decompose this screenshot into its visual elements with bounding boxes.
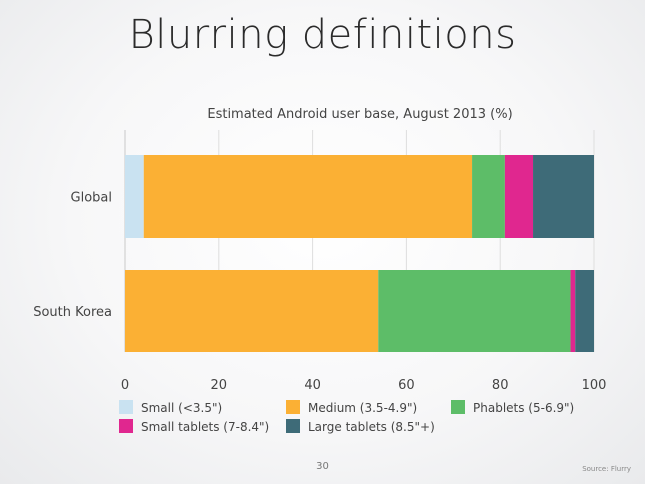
- chart-title: Estimated Android user base, August 2013…: [207, 107, 512, 122]
- category-label: Global: [71, 191, 112, 206]
- legend-swatch: [286, 419, 300, 433]
- bars: [125, 155, 594, 352]
- legend-label: Small (<3.5"): [141, 401, 222, 415]
- category-label: South Korea: [33, 305, 112, 320]
- legend-label: Large tablets (8.5"+): [308, 420, 435, 434]
- legend-item: Phablets (5-6.9"): [451, 400, 574, 415]
- bar-segment: [570, 270, 576, 352]
- legend-item: Small (<3.5"): [119, 400, 222, 415]
- category-labels: Global South Korea: [33, 191, 112, 321]
- legend-swatch: [451, 400, 465, 414]
- x-axis-ticks: 0 20 40 60 80 100: [121, 378, 607, 393]
- legend-item: Small tablets (7-8.4"): [119, 419, 269, 434]
- legend-swatch: [119, 419, 133, 433]
- legend-swatch: [286, 400, 300, 414]
- bar-segment: [125, 155, 144, 238]
- bar-segment: [533, 155, 594, 238]
- legend-swatch: [119, 400, 133, 414]
- x-tick-label: 20: [211, 378, 228, 393]
- legend: Small (<3.5") Medium (3.5-4.9") Phablets (…: [119, 400, 574, 434]
- x-tick-label: 40: [304, 378, 321, 393]
- slide-title: Blurring definitions: [128, 12, 517, 58]
- legend-item: Medium (3.5-4.9"): [286, 400, 417, 415]
- x-tick-label: 80: [492, 378, 509, 393]
- x-tick-label: 60: [398, 378, 415, 393]
- bar-segment: [504, 155, 534, 238]
- page-number: 30: [316, 461, 329, 472]
- legend-label: Medium (3.5-4.9"): [308, 401, 417, 415]
- bar-segment: [143, 155, 473, 238]
- x-tick-label: 0: [121, 378, 129, 393]
- bar-segment: [575, 270, 594, 352]
- x-tick-label: 100: [582, 378, 607, 393]
- bar-segment: [378, 270, 571, 352]
- legend-label: Phablets (5-6.9"): [473, 401, 574, 415]
- legend-item: Large tablets (8.5"+): [286, 419, 435, 434]
- source-note: Source: Flurry: [582, 465, 631, 473]
- bar-segment: [472, 155, 505, 238]
- legend-label: Small tablets (7-8.4"): [141, 420, 269, 434]
- bar-segment: [125, 270, 379, 352]
